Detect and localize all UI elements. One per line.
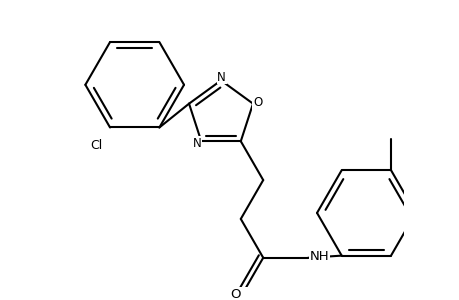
Text: NH: NH xyxy=(309,250,328,263)
Text: N: N xyxy=(192,137,201,150)
Text: N: N xyxy=(217,70,225,83)
Text: Cl: Cl xyxy=(90,139,102,152)
Text: O: O xyxy=(252,96,262,109)
Text: O: O xyxy=(230,288,241,300)
